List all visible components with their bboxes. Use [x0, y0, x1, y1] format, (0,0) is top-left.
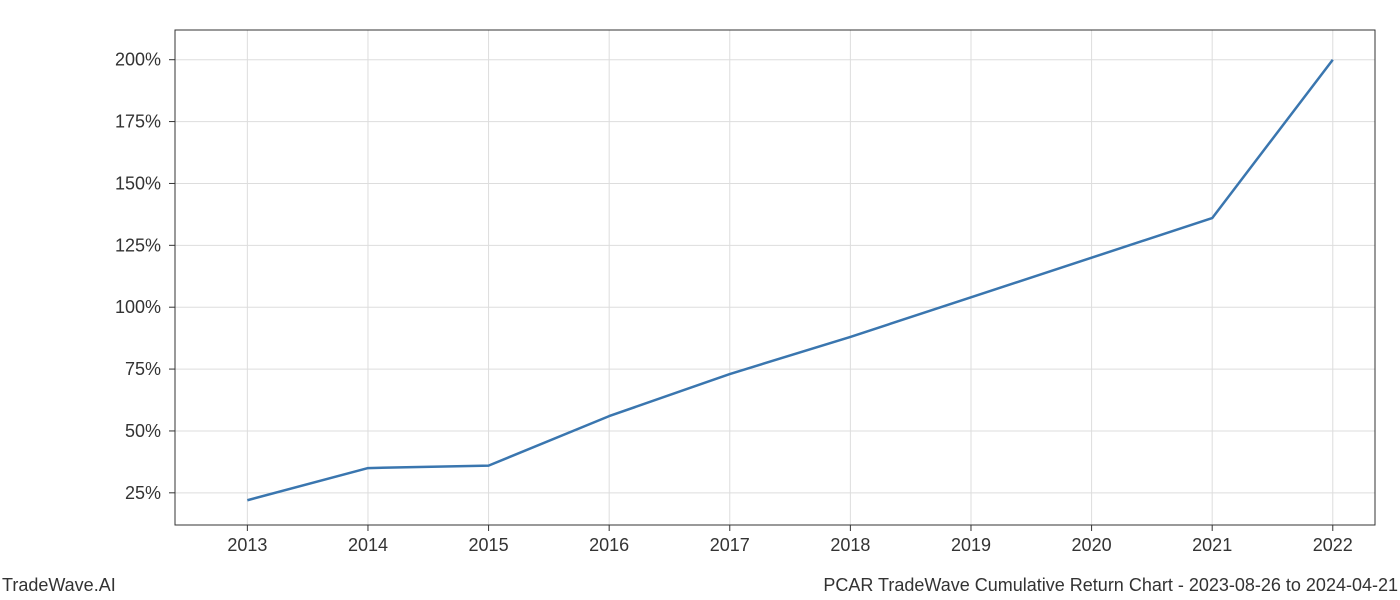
y-tick-label: 200% — [115, 50, 161, 70]
x-tick-label: 2021 — [1192, 535, 1232, 555]
x-tick-label: 2013 — [227, 535, 267, 555]
footer-left-text: TradeWave.AI — [2, 575, 116, 596]
y-tick-label: 75% — [125, 359, 161, 379]
y-tick-label: 100% — [115, 297, 161, 317]
x-tick-label: 2015 — [469, 535, 509, 555]
line-chart: 2013 2014 2015 2016 2017 2018 2019 2020 2021 2022… — [0, 0, 1400, 600]
x-tick-label: 2019 — [951, 535, 991, 555]
x-tick-label: 2018 — [830, 535, 870, 555]
x-tick-label: 2020 — [1072, 535, 1112, 555]
y-tick-label: 150% — [115, 173, 161, 193]
x-tick-label: 2014 — [348, 535, 388, 555]
chart-container: 2013 2014 2015 2016 2017 2018 2019 2020 2021 2022… — [0, 0, 1400, 600]
y-tick-label: 175% — [115, 112, 161, 132]
x-tick-label: 2016 — [589, 535, 629, 555]
x-tick-label: 2022 — [1313, 535, 1353, 555]
y-tick-label: 50% — [125, 421, 161, 441]
y-tick-label: 25% — [125, 483, 161, 503]
footer-right-text: PCAR TradeWave Cumulative Return Chart -… — [823, 575, 1398, 596]
x-tick-label: 2017 — [710, 535, 750, 555]
y-tick-label: 125% — [115, 235, 161, 255]
